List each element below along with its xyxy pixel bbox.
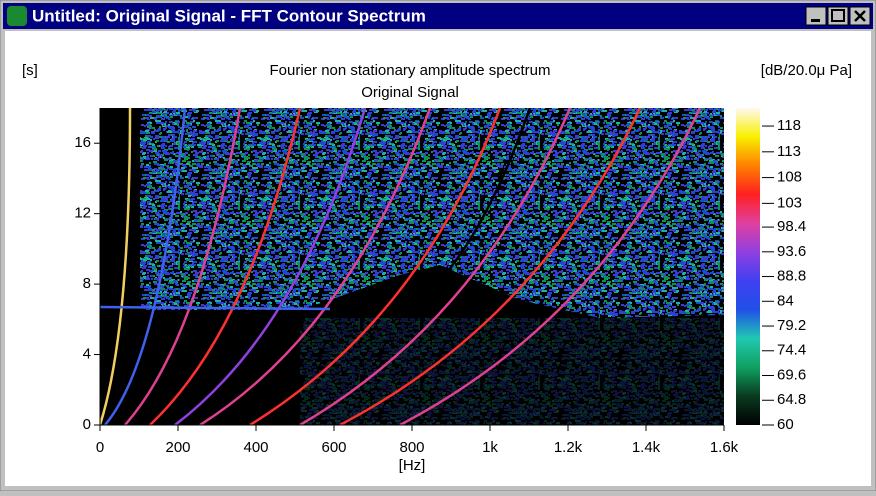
colorbar-tick-label: 74.4 (777, 342, 806, 359)
colorbar (736, 108, 760, 425)
colorbar-tick-label: 113 (777, 143, 801, 160)
x-tick-label: 1.4k (632, 439, 661, 456)
minimize-button[interactable] (805, 6, 827, 26)
colorbar-tick-label: 84 (777, 292, 794, 309)
minimize-icon (811, 19, 820, 22)
x-tick-label: 1.2k (554, 439, 583, 456)
x-tick-label: 800 (399, 439, 424, 456)
y-tick-label: 4 (83, 346, 91, 363)
colorbar-tick-label: 103 (777, 194, 802, 211)
colorbar-tick-label: 60 (777, 416, 794, 433)
maximize-icon (831, 9, 845, 22)
x-tick-label: 1k (482, 439, 498, 456)
y-tick-label: 0 (83, 416, 91, 433)
harmonic-lines (100, 108, 702, 425)
x-axis-label: [Hz] (399, 457, 426, 474)
colorbar-tick-label: 93.6 (777, 243, 806, 260)
colorbar-tick-label: 98.4 (777, 218, 806, 235)
colorbar-tick-label: 79.2 (777, 317, 806, 334)
window-title: Untitled: Original Signal - FFT Contour … (32, 6, 426, 25)
y-tick-label: 16 (74, 134, 91, 151)
y-tick-label: 12 (74, 205, 91, 222)
x-tick-label: 600 (321, 439, 346, 456)
title-bar (3, 3, 873, 29)
close-icon (854, 10, 866, 22)
x-tick-label: 200 (165, 439, 190, 456)
chart-subtitle: Original Signal (361, 84, 459, 101)
x-tick-label: 0 (96, 439, 104, 456)
y-tick-label: 8 (83, 275, 91, 292)
colorbar-tick-label: 108 (777, 169, 802, 186)
x-tick-label: 400 (243, 439, 268, 456)
spectrogram-image (100, 108, 724, 425)
app-icon (7, 6, 27, 26)
chart-title: Fourier non stationary amplitude spectru… (270, 62, 551, 79)
y-axis-label: [s] (22, 62, 38, 79)
window-buttons (805, 6, 871, 26)
colorbar-tick-label: 64.8 (777, 391, 806, 408)
x-tick-label: 1.6k (710, 439, 739, 456)
colorbar-tick-label: 118 (777, 117, 801, 134)
colorbar-tick-label: 88.8 (777, 268, 806, 285)
lower-noise (300, 318, 724, 425)
colorbar-label: [dB/20.0μ Pa] (761, 62, 852, 79)
colorbar-tick-label: 69.6 (777, 366, 806, 383)
